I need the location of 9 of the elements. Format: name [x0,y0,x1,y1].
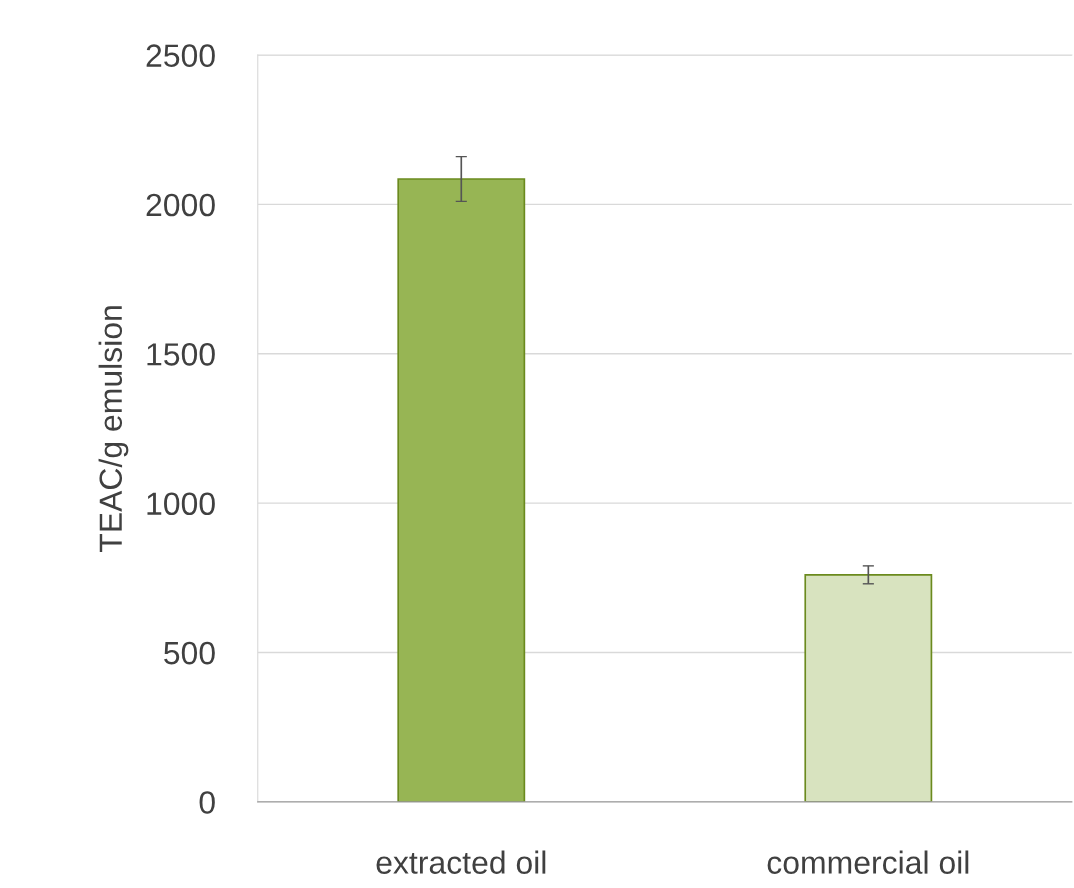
x-tick-label: commercial oil [767,850,969,874]
y-tick-label: 0 [199,791,215,814]
y-tick-label: 2500 [146,44,215,67]
y-tick-label: 1500 [147,343,215,366]
x-tick-label: extracted oil [376,850,546,874]
y-axis-title: TEAC/g emulsion [98,306,129,553]
y-tick-label: 2000 [146,193,215,217]
y-tick-label: 1000 [147,492,215,516]
y-tick-label: 500 [164,641,215,665]
